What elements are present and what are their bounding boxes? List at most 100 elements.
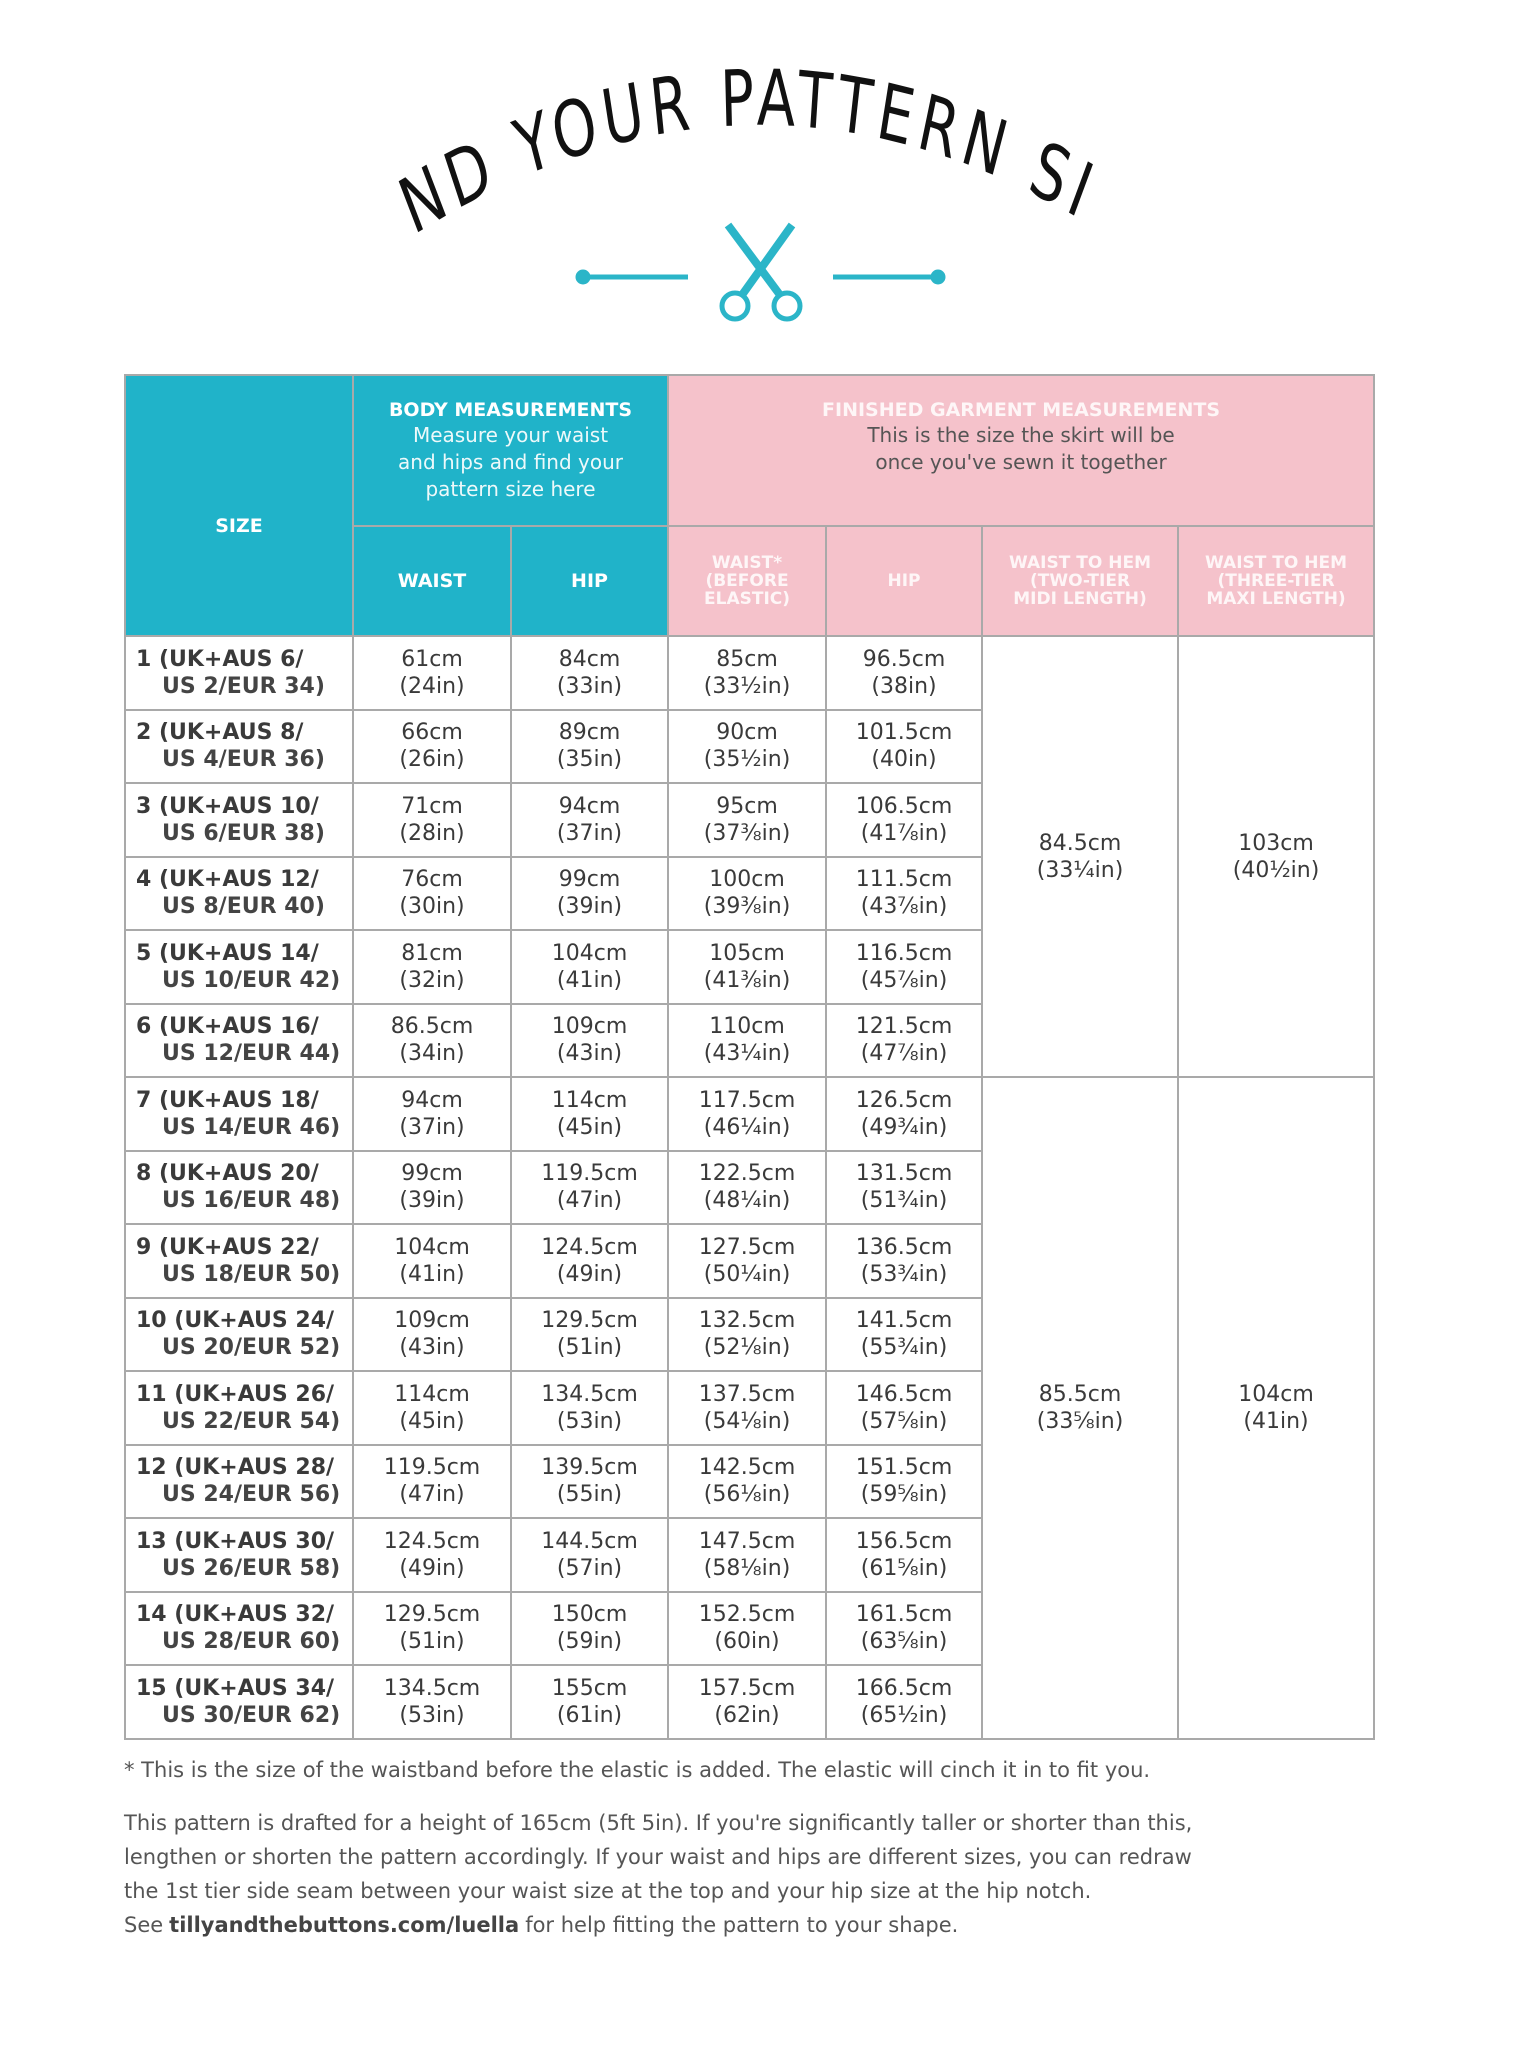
title-text: FIND YOUR PATTERN SIZE (0, 0, 1102, 252)
measurement: (37in) (399, 1114, 465, 1140)
measurement: 94cm (401, 1087, 463, 1113)
length-measurement: (40½in) (1232, 857, 1320, 883)
measurement-cell: 124.5cm (49in) (352, 1517, 512, 1593)
measurement-cell: 147.5cm (58⅛in) (667, 1517, 828, 1593)
size-cell: 3 (UK+AUS 10/US 6/EUR 38) (124, 782, 354, 858)
column-header-line: HIP (571, 569, 608, 592)
size-label: 12 (UK+AUS 28/ (136, 1455, 335, 1481)
measurement: 146.5cm (855, 1381, 953, 1407)
measurement: (54⅛in) (703, 1408, 791, 1434)
measurement: 81cm (401, 940, 463, 966)
measurement: (59⅝in) (860, 1482, 948, 1508)
measurement-cell: 126.5cm (49¾in) (825, 1076, 984, 1152)
measurement-cell: 61cm (24in) (352, 635, 512, 711)
measurement: (45in) (556, 1114, 623, 1140)
measurement-cell: 152.5cm (60in) (667, 1590, 828, 1666)
size-row: 10 (UK+AUS 24/US 20/EUR 52) 109cm (43in) 12… (124, 1296, 1374, 1372)
measurement: (47⅞in) (860, 1041, 948, 1067)
measurement: 117.5cm (698, 1087, 796, 1113)
column-header-line: WAIST* (711, 553, 783, 573)
measurement-cell: 166.5cm (65½in) (825, 1664, 984, 1740)
measurement-cell: 129.5cm (51in) (509, 1296, 670, 1372)
measurement-cell: 81cm (32in) (352, 929, 512, 1005)
measurement-cell: 71cm (28in) (352, 782, 512, 858)
measurement: 95cm (716, 793, 778, 819)
measurement: 137.5cm (698, 1381, 796, 1407)
link: tillyandthebuttons.com/luella (169, 1913, 520, 1937)
measurement: 116.5cm (855, 940, 953, 966)
measurement-cell: 76cm (30in) (352, 855, 512, 931)
measurement-cell: 105cm (41⅜in) (667, 929, 828, 1005)
column-header-line: (BEFORE (705, 571, 789, 591)
measurement: 144.5cm (541, 1528, 638, 1554)
size-cell: 11 (UK+AUS 26/US 22/EUR 54) (124, 1370, 354, 1446)
length-measurement: 85.5cm (1038, 1381, 1122, 1407)
size-cell: 10 (UK+AUS 24/US 20/EUR 52) (124, 1296, 354, 1372)
size-label: US 16/EUR 48) (162, 1188, 341, 1214)
size-row: 5 (UK+AUS 14/US 10/EUR 42) 81cm (32in) 104c… (124, 929, 1374, 1005)
size-label: 10 (UK+AUS 24/ (136, 1308, 335, 1334)
measurement: 156.5cm (855, 1528, 953, 1554)
measurement: (50¼in) (703, 1261, 791, 1287)
size-label: US 18/EUR 50) (162, 1261, 341, 1287)
note-line: lengthen or shorten the pattern accordin… (124, 1845, 1192, 1869)
measurement-cell: 121.5cm (47⅞in) (825, 1002, 984, 1078)
measurement: (55¾in) (860, 1335, 948, 1361)
header-note: Measure your waist (412, 423, 609, 447)
size-label: 14 (UK+AUS 32/ (136, 1602, 335, 1628)
measurement-cell: 127.5cm (50¼in) (667, 1223, 828, 1299)
header-cell: FINISHED GARMENT MEASUREMENTS This is the… (667, 374, 1376, 527)
note-line: See tillyandthebuttons.com/luella for help… (124, 1908, 1192, 1942)
size-row: 3 (UK+AUS 10/US 6/EUR 38) 71cm (28in) 94cm(… (124, 782, 1374, 858)
measurement-cell: 90cm (35½in) (667, 708, 828, 784)
size-label: US 4/EUR 36) (162, 747, 325, 773)
size-row: 1 (UK+AUS 6/US 2/EUR 34) 61cm (24in) 84cm (3… (124, 635, 1376, 1078)
measurement-cell: 111.5cm (43⅞in) (825, 855, 984, 931)
measurement: (41⅜in) (703, 967, 791, 993)
header-note: and hips and find your (398, 450, 623, 474)
measurement: 131.5cm (855, 1161, 953, 1187)
measurement: (51in) (399, 1629, 465, 1655)
measurement-cell: 139.5cm (55in) (509, 1443, 670, 1519)
measurement: (28in) (399, 820, 465, 846)
measurement: 114cm (551, 1087, 628, 1113)
measurement-cell: 142.5cm (56⅛in) (667, 1443, 828, 1519)
size-row: 7 (UK+AUS 18/US 14/EUR 46) 94cm (37in) 114c… (124, 1076, 1376, 1740)
measurement: 109cm (394, 1308, 470, 1334)
measurement-cell: 136.5cm (53¾in) (825, 1223, 984, 1299)
measurement: 71cm (401, 793, 463, 819)
measurement: (37in) (556, 820, 623, 846)
header-row: SIZE BODY MEASUREMENTS Measure your waist a… (124, 374, 1376, 637)
measurement: (59in) (556, 1629, 623, 1655)
size-label: US 28/EUR 60) (162, 1629, 341, 1655)
measurement-cell: 95cm (37⅜in) (667, 782, 828, 858)
measurement-cell: 141.5cm (55¾in) (825, 1296, 984, 1372)
measurement: 127.5cm (698, 1234, 796, 1260)
header-row: WAIST HIP WAIST* (BEFORE ELASTIC) HIP WAIST TO… (125, 525, 1376, 637)
measurement: (61in) (556, 1702, 623, 1728)
measurement: (39⅜in) (703, 894, 791, 920)
size-label: US 22/EUR 54) (162, 1408, 341, 1434)
size-label: US 20/EUR 52) (162, 1335, 341, 1361)
size-label: 5 (UK+AUS 14/ (136, 940, 319, 966)
length-cell: 85.5cm (33⅝in) (981, 1076, 1180, 1740)
measurement: (35½in) (703, 747, 791, 773)
scissors-icon (575, 222, 946, 322)
measurement: (30in) (399, 894, 465, 920)
note-text: for help fitting the pattern to your sha… (525, 1913, 959, 1937)
measurement: (47in) (399, 1482, 465, 1508)
length-cell: 104cm (41in) (1177, 1076, 1376, 1740)
measurement: (37⅜in) (703, 820, 791, 846)
measurement: 84cm (558, 646, 621, 672)
measurement: (41⅞in) (860, 820, 948, 846)
measurement: (38in) (871, 673, 937, 699)
measurement-cell: 104cm (41in) (352, 1223, 512, 1299)
header-title: FINISHED GARMENT MEASUREMENTS (822, 399, 1221, 421)
size-row: 9 (UK+AUS 22/US 18/EUR 50) 104cm (41in) 124… (124, 1223, 1374, 1299)
length-measurement: 103cm (1238, 830, 1314, 856)
column-header: HIP (825, 525, 984, 637)
size-label: 9 (UK+AUS 22/ (136, 1234, 319, 1260)
measurement: (43in) (399, 1335, 465, 1361)
size-cell: 15 (UK+AUS 34/US 30/EUR 62) (124, 1664, 354, 1740)
measurement: (49in) (556, 1261, 623, 1287)
